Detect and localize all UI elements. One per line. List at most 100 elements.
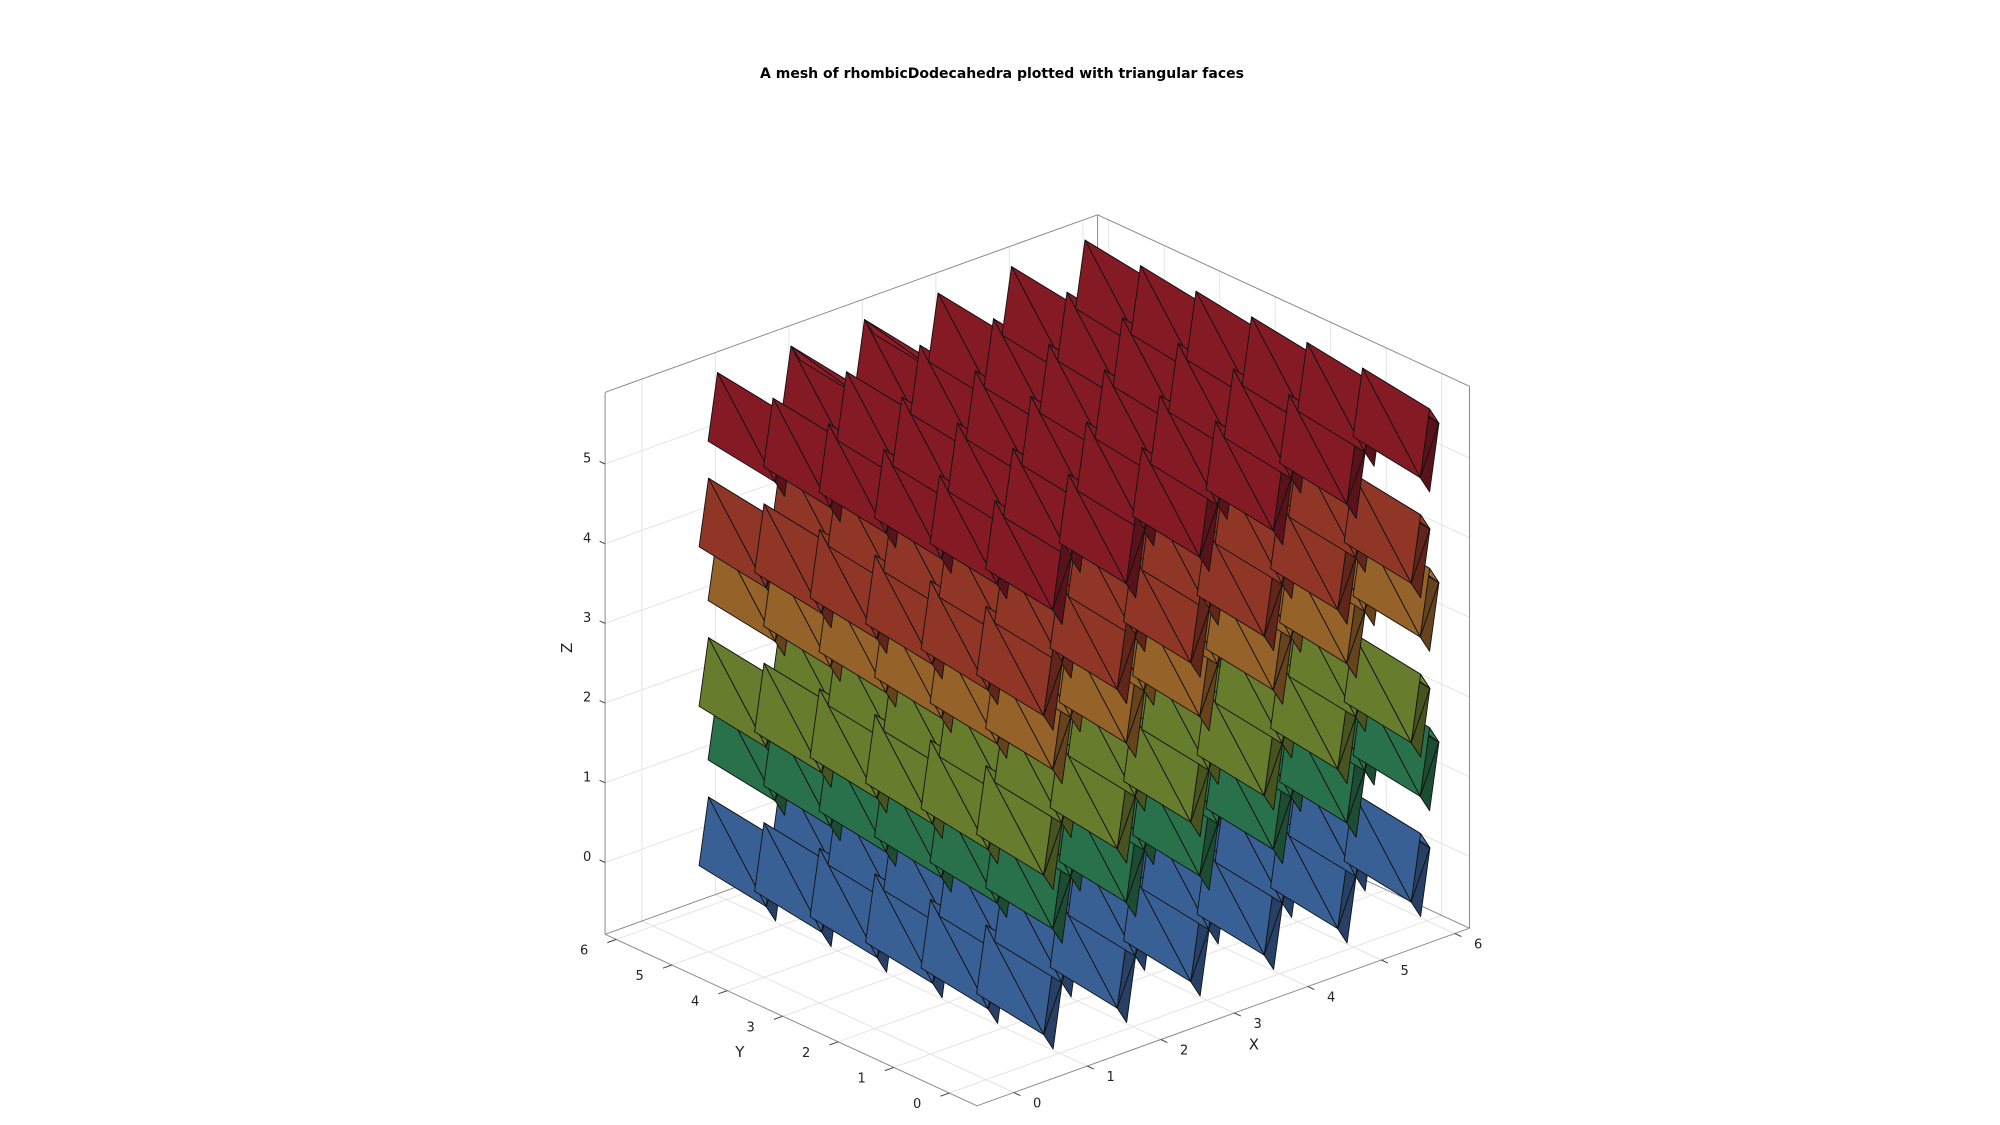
y-tick-mark xyxy=(662,964,672,969)
y-tick-mark xyxy=(940,1092,950,1097)
polyhedron-face xyxy=(1346,768,1366,838)
polyhedron-face xyxy=(1272,475,1293,546)
polyhedron-face xyxy=(1410,847,1431,917)
polyhedron-face xyxy=(976,924,1045,1036)
x-tick-label: 6 xyxy=(1474,937,1482,952)
polyhedron-face xyxy=(1052,874,1072,944)
polyhedron-face xyxy=(698,637,767,748)
polyhedron-face xyxy=(1125,688,1146,758)
polyhedron-face xyxy=(1116,953,1137,1023)
y-tick-mark xyxy=(829,1041,839,1046)
polyhedron-face xyxy=(1337,873,1357,944)
polyhedron-face xyxy=(1190,608,1210,678)
polyhedron-face xyxy=(1058,473,1127,585)
polyhedron-face xyxy=(865,554,934,666)
y-tick-mark xyxy=(884,1066,894,1072)
x-tick-mark xyxy=(1454,933,1462,938)
polyhedron-face xyxy=(920,580,989,691)
tick-layer: 0 1 2 3 4 5 6 0 1 2 3 4 5 6 0 1 2 3 4 5 xyxy=(580,452,1482,1112)
z-tick-label: 1 xyxy=(583,770,591,785)
y-tick-mark xyxy=(718,990,728,995)
polyhedron-face xyxy=(698,477,767,589)
polyhedron-face xyxy=(1279,394,1348,505)
polyhedron-face xyxy=(865,873,934,984)
z-tick-mark xyxy=(599,700,606,704)
y-axis-label: Y xyxy=(734,1043,745,1061)
polyhedron-face xyxy=(874,448,943,560)
x-tick-label: 5 xyxy=(1400,964,1408,979)
polyhedron-face xyxy=(1125,528,1146,599)
x-tick-mark xyxy=(1381,959,1389,964)
polyhedron-face xyxy=(1352,367,1421,479)
z-tick-label: 0 xyxy=(583,850,591,865)
box-edge xyxy=(1097,214,1470,387)
box-edge xyxy=(604,214,1098,393)
z-tick-label: 5 xyxy=(583,452,591,467)
polyhedron-face xyxy=(1223,368,1292,479)
polyhedron-face xyxy=(1043,820,1063,891)
polyhedron-face xyxy=(920,739,989,851)
polyhedron-face xyxy=(1043,979,1063,1050)
polyhedron-face xyxy=(1132,447,1201,558)
x-axis-line xyxy=(976,927,1470,1107)
polyhedron-face xyxy=(754,822,823,933)
y-tick-label: 3 xyxy=(747,1020,755,1035)
polyhedron-face xyxy=(929,474,998,585)
polyhedron-face xyxy=(1263,581,1284,652)
polyhedron-face xyxy=(1419,741,1440,812)
y-gridline-floor xyxy=(893,889,1387,1068)
x-tick-mark xyxy=(1234,1012,1242,1017)
x-tick-mark xyxy=(1160,1039,1168,1044)
polyhedron-face xyxy=(1190,926,1210,997)
polyhedron-face xyxy=(698,796,767,908)
y-tick-mark xyxy=(773,1015,783,1020)
polyhedron-face xyxy=(809,847,878,959)
polyhedron-face xyxy=(1125,847,1146,918)
polyhedron-face xyxy=(1297,342,1366,453)
polyhedron-face xyxy=(976,605,1045,717)
y-tick-label: 1 xyxy=(858,1071,866,1086)
y-tick-label: 6 xyxy=(580,943,588,958)
polyhedron-face xyxy=(1199,821,1219,891)
y-tick-mark xyxy=(607,938,617,944)
x-tick-label: 3 xyxy=(1253,1017,1261,1032)
polyhedron-face xyxy=(1410,528,1431,599)
polyhedron-face xyxy=(1205,420,1274,532)
y-gridline-floor xyxy=(949,914,1442,1094)
polyhedron-face xyxy=(1043,661,1063,731)
polyhedron-face xyxy=(763,397,832,509)
z-tick-mark xyxy=(599,620,606,624)
polyhedron-face xyxy=(920,899,989,1010)
y-tick-label: 5 xyxy=(636,969,644,984)
x-tick-label: 4 xyxy=(1327,990,1335,1005)
z-tick-mark xyxy=(599,859,606,863)
y-axis-line xyxy=(604,933,978,1107)
x-tick-mark xyxy=(1013,1092,1021,1097)
polyhedron-face xyxy=(707,372,776,483)
polyhedron-face xyxy=(1199,502,1219,572)
polyhedron-face xyxy=(754,662,823,774)
z-tick-label: 3 xyxy=(583,611,591,626)
polyhedron-face xyxy=(1410,688,1431,758)
polyhedron-face xyxy=(1346,449,1366,519)
polyhedron-face xyxy=(976,765,1045,876)
y-tick-label: 2 xyxy=(802,1046,810,1061)
z-tick-mark xyxy=(599,540,606,545)
polyhedron-face xyxy=(1076,421,1145,532)
polyhedron-face xyxy=(865,714,934,825)
y-tick-label: 0 xyxy=(913,1097,921,1112)
polyhedron-face xyxy=(1199,661,1219,732)
x-tick-label: 2 xyxy=(1180,1043,1188,1058)
polyhedron-face xyxy=(1337,714,1357,785)
polyhedron-face xyxy=(1116,634,1137,705)
z-tick-label: 4 xyxy=(583,531,591,546)
polyhedron-face xyxy=(1419,422,1440,493)
polyhedron-face xyxy=(1052,555,1072,625)
z-tick-mark xyxy=(599,461,606,465)
polyhedron-face xyxy=(1190,767,1210,838)
polyhedron-face xyxy=(809,688,878,799)
polyhedron-face xyxy=(809,529,878,640)
polyhedron-face xyxy=(985,500,1054,611)
polyhedron-face xyxy=(1263,741,1284,811)
